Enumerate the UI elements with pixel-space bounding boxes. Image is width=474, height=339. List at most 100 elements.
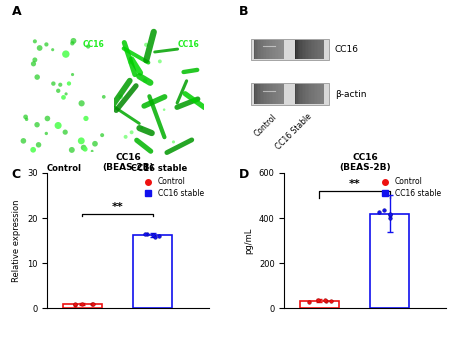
Y-axis label: Relative expression: Relative expression xyxy=(12,199,21,282)
Point xyxy=(78,101,85,106)
Bar xyxy=(305,40,306,59)
Point xyxy=(49,47,56,53)
Point xyxy=(77,138,85,143)
FancyBboxPatch shape xyxy=(251,83,329,105)
Bar xyxy=(276,84,278,104)
Point xyxy=(314,298,322,303)
Text: CC16 Stable: CC16 Stable xyxy=(274,112,313,152)
Point xyxy=(128,129,136,135)
Bar xyxy=(258,84,260,104)
Point xyxy=(36,45,44,51)
Bar xyxy=(301,84,302,104)
Point xyxy=(98,133,106,138)
Bar xyxy=(255,84,257,104)
Bar xyxy=(270,84,272,104)
Point xyxy=(22,114,29,120)
Point xyxy=(56,82,64,87)
Text: A: A xyxy=(12,5,21,18)
Point xyxy=(30,61,37,66)
Bar xyxy=(319,40,320,59)
Bar xyxy=(260,40,261,59)
Point xyxy=(29,147,37,153)
Point xyxy=(141,232,148,237)
Point xyxy=(126,60,134,65)
Point xyxy=(78,301,86,306)
Bar xyxy=(63,304,102,308)
Bar xyxy=(321,40,323,59)
Bar xyxy=(299,84,301,104)
Bar xyxy=(279,40,281,59)
Point xyxy=(62,129,69,135)
Point xyxy=(142,42,150,47)
Bar xyxy=(296,40,298,59)
Bar xyxy=(317,40,319,59)
Point xyxy=(68,147,76,153)
Title: CC16
(BEAS-2B): CC16 (BEAS-2B) xyxy=(339,153,391,172)
Bar xyxy=(323,84,324,104)
Point xyxy=(170,139,177,145)
Point xyxy=(72,302,79,307)
Bar xyxy=(323,40,324,59)
Bar xyxy=(310,40,311,59)
Point xyxy=(321,297,329,302)
Bar xyxy=(282,40,283,59)
Bar xyxy=(266,40,267,59)
Bar xyxy=(312,40,314,59)
Point xyxy=(69,72,76,77)
Point xyxy=(144,231,151,237)
Bar xyxy=(298,40,299,59)
Bar xyxy=(255,40,257,59)
Bar xyxy=(282,84,283,104)
Bar xyxy=(311,84,312,104)
Bar xyxy=(315,84,317,104)
Point xyxy=(44,116,51,121)
Point xyxy=(82,116,90,121)
Bar xyxy=(303,84,305,104)
Bar xyxy=(274,40,276,59)
Bar xyxy=(370,214,409,308)
Bar xyxy=(269,40,270,59)
Point xyxy=(69,41,76,46)
Point xyxy=(323,299,330,304)
Bar xyxy=(267,84,269,104)
Bar xyxy=(308,84,310,104)
Bar xyxy=(133,235,172,308)
Text: Control: Control xyxy=(46,164,82,174)
Bar xyxy=(263,40,264,59)
Bar xyxy=(257,40,258,59)
Bar xyxy=(302,40,303,59)
Bar xyxy=(266,84,267,104)
Point xyxy=(149,232,157,238)
Bar xyxy=(306,84,308,104)
Bar xyxy=(261,84,263,104)
Bar xyxy=(257,84,258,104)
Bar xyxy=(274,84,276,104)
Bar xyxy=(305,84,306,104)
Point xyxy=(55,88,62,94)
Bar xyxy=(302,84,303,104)
Point xyxy=(55,123,62,128)
Text: CC16 stable: CC16 stable xyxy=(131,164,187,174)
Point xyxy=(19,138,27,144)
Bar xyxy=(315,40,317,59)
Bar xyxy=(258,40,260,59)
Text: CC16: CC16 xyxy=(335,45,359,54)
Bar xyxy=(294,84,296,104)
Point xyxy=(70,38,77,44)
Title: CC16
(BEAS-2B): CC16 (BEAS-2B) xyxy=(102,153,154,172)
Bar xyxy=(264,84,266,104)
Point xyxy=(88,148,96,154)
Bar xyxy=(276,40,278,59)
Point xyxy=(160,107,168,113)
Bar xyxy=(260,84,261,104)
Point xyxy=(386,212,393,217)
Point xyxy=(31,57,39,63)
Point xyxy=(65,81,73,86)
Text: Control: Control xyxy=(253,112,279,138)
Bar xyxy=(281,84,282,104)
Text: CC16: CC16 xyxy=(83,40,104,49)
Bar xyxy=(273,40,274,59)
Point xyxy=(62,52,70,57)
Point xyxy=(387,215,394,221)
Bar xyxy=(278,84,279,104)
